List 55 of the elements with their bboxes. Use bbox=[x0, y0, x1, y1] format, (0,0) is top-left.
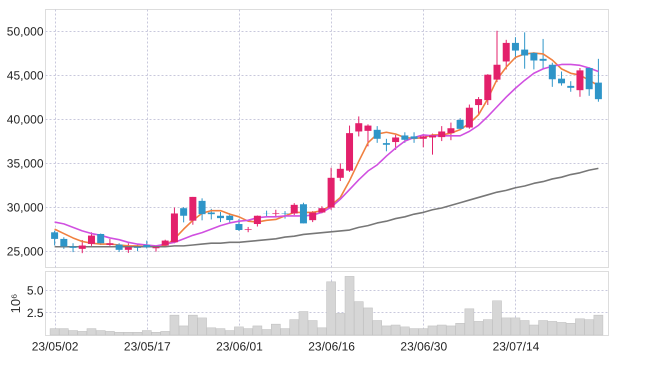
candlestick bbox=[576, 67, 584, 98]
candlestick bbox=[60, 236, 68, 250]
y-axis-title: 10⁶ bbox=[8, 294, 23, 314]
candlestick bbox=[401, 132, 408, 144]
candlestick bbox=[392, 134, 400, 150]
candlestick bbox=[336, 162, 344, 182]
x-tick-label: 23/06/30 bbox=[400, 340, 448, 354]
candlestick bbox=[88, 232, 95, 246]
candlestick bbox=[512, 36, 519, 60]
candlestick bbox=[189, 196, 196, 226]
candlestick bbox=[540, 38, 547, 70]
candlestick bbox=[530, 52, 538, 70]
candlestick bbox=[51, 230, 58, 246]
candlestick bbox=[558, 71, 566, 86]
candlestick bbox=[235, 218, 242, 232]
candlestick bbox=[355, 116, 362, 137]
candlestick bbox=[254, 214, 261, 227]
candlestick bbox=[420, 134, 427, 148]
candlestick bbox=[78, 239, 86, 254]
candlestick bbox=[374, 126, 381, 144]
candlestick bbox=[410, 132, 418, 144]
candlestick bbox=[198, 198, 206, 221]
y-tick-label: 2.5 bbox=[26, 306, 44, 320]
candlestick bbox=[309, 210, 316, 223]
candlestick bbox=[382, 138, 390, 152]
candlestick bbox=[428, 133, 436, 156]
x-tick-label: 23/05/17 bbox=[124, 340, 171, 354]
candlestick bbox=[438, 126, 446, 142]
y-tick-label: 30,000 bbox=[6, 200, 44, 215]
candlestick bbox=[521, 32, 528, 70]
y-tick-label: 35,000 bbox=[6, 156, 44, 171]
y-tick-label: 50,000 bbox=[6, 24, 44, 39]
y-tick-label: 40,000 bbox=[6, 112, 44, 127]
candlestick bbox=[475, 96, 482, 116]
candlestick bbox=[466, 104, 473, 130]
x-tick-label: 23/06/16 bbox=[308, 340, 356, 354]
y-tick-label: 5.0 bbox=[26, 283, 44, 298]
x-tick-label: 23/06/01 bbox=[216, 340, 264, 354]
candlestick bbox=[124, 242, 132, 254]
x-tick-label: 23/07/14 bbox=[492, 340, 540, 354]
candlestick bbox=[586, 66, 593, 96]
x-tick-label: 23/05/02 bbox=[32, 340, 79, 354]
candlestick bbox=[180, 206, 188, 223]
candlestick bbox=[548, 62, 556, 88]
candlestick bbox=[97, 233, 104, 246]
candlestick bbox=[494, 30, 501, 83]
candlestick bbox=[594, 58, 602, 102]
candlestick bbox=[447, 122, 454, 141]
candlestick bbox=[567, 80, 574, 92]
candlestick bbox=[300, 202, 307, 224]
y-tick-label: 45,000 bbox=[6, 68, 44, 83]
candlestick bbox=[502, 39, 510, 70]
candlestick bbox=[290, 202, 298, 216]
y-tick-label: 25,000 bbox=[6, 244, 44, 259]
candlestick bbox=[364, 124, 372, 147]
